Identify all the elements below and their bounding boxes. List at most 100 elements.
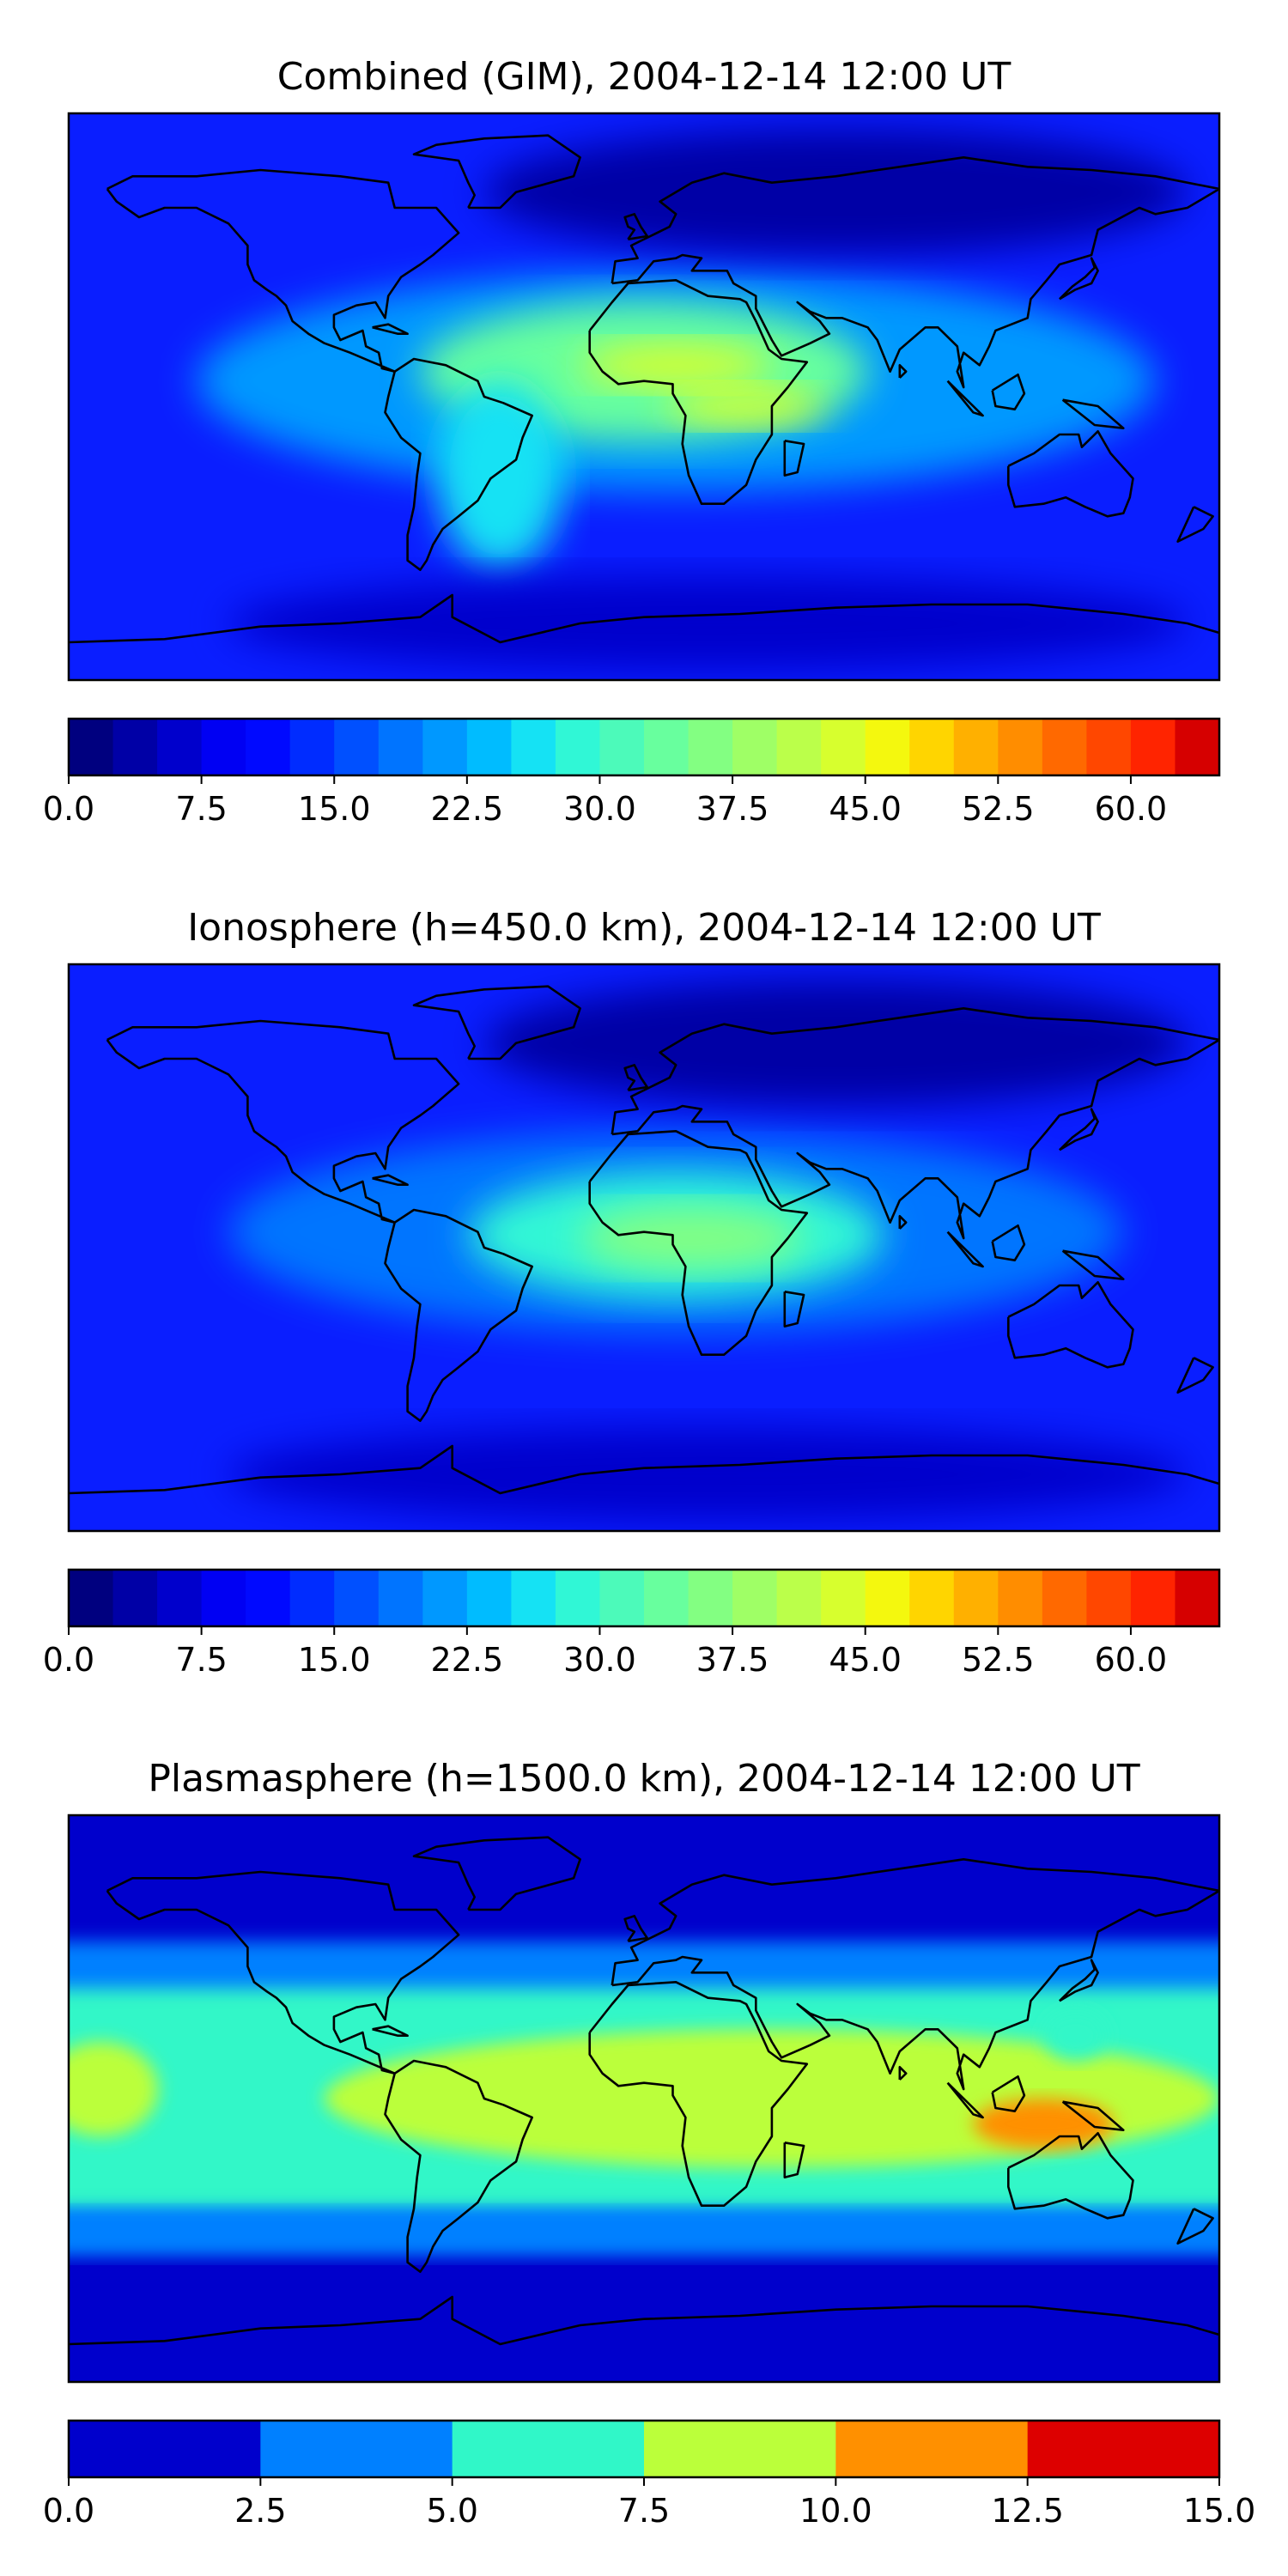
coastline-borneo: [991, 2075, 1026, 2112]
field-feature: [436, 380, 564, 570]
colorbar-segment: [201, 719, 246, 775]
colorbar-segment: [821, 1570, 866, 1626]
colorbar-segment: [289, 1570, 335, 1626]
colorbar-ticks: 0.0 2.5 5.0 7.5 10.0 12.5 15.0: [43, 2477, 1256, 2530]
colorbar-segment: [599, 719, 645, 775]
colorbar-segment: [260, 2421, 453, 2477]
coastline-new-guinea: [1061, 398, 1125, 429]
coastline-madagascar: [783, 2142, 805, 2178]
coastline-sumatra: [946, 2081, 984, 2119]
coastline-japan: [1058, 257, 1099, 301]
panel-ionosphere: Ionosphere (h=450.0 km), 2004-12-14 12:0…: [43, 906, 1221, 1679]
coastline-cuba: [372, 323, 409, 335]
coastline-new-zealand: [1176, 2208, 1214, 2245]
colorbar-segment: [69, 719, 114, 775]
colorbar-segment: [112, 1570, 158, 1626]
coastline-layer: [69, 134, 1219, 644]
tick-label: 45.0: [829, 790, 902, 828]
colorbar-segment: [452, 2421, 645, 2477]
coastline-north-america: [106, 1019, 460, 1224]
tick-label: 7.5: [175, 790, 227, 828]
field-feature: [483, 129, 1188, 255]
tick-label: 2.5: [234, 2492, 286, 2530]
tick-label: 0.0: [43, 1641, 94, 1679]
coastline-greenland: [412, 134, 581, 210]
colorbar-segment: [69, 2421, 261, 2477]
colorbar-segment: [555, 719, 601, 775]
colorbar-segment: [334, 719, 380, 775]
colorbar-segment: [555, 1570, 601, 1626]
tick-label: 5.0: [426, 2492, 477, 2530]
coastline-layer: [69, 1836, 1219, 2346]
field-layer: [69, 1941, 1219, 2257]
colorbar-segment: [378, 1570, 423, 1626]
colorbar-segment: [1175, 719, 1220, 775]
colorbar-segment: [835, 2421, 1029, 2477]
colorbar-segment: [732, 1570, 778, 1626]
colorbar-segment: [289, 719, 335, 775]
tick-label: 52.5: [962, 1641, 1035, 1679]
colorbar-segment: [644, 1570, 690, 1626]
coastline-greenland: [412, 985, 581, 1060]
colorbar-segment: [157, 719, 203, 775]
tick-label: 15.0: [1183, 2492, 1256, 2530]
coastline-great-britain: [623, 1915, 648, 1942]
colorbar-segment: [422, 1570, 468, 1626]
field-feature: [483, 980, 1188, 1106]
colorbar-segment: [378, 719, 423, 775]
coastline-layer: [69, 985, 1219, 1495]
colorbar-frame: [67, 1568, 1221, 1628]
tick-label: 15.0: [298, 790, 371, 828]
colorbar-segment: [157, 1570, 203, 1626]
field-layer: [196, 129, 1188, 671]
coastline-cuba: [372, 2025, 409, 2037]
coastline-great-britain: [623, 1064, 648, 1091]
colorbar-segment: [1130, 719, 1176, 775]
colorbar-plasmasphere: [67, 2419, 1221, 2479]
colorbar-segment: [644, 719, 690, 775]
field-feature: [1043, 2010, 1108, 2062]
coastline-australia: [1007, 2132, 1134, 2220]
colorbar-ticks: 0.0 7.5 15.0 22.5 30.0 37.5 45.0 52.5 60.0: [43, 1626, 1167, 1679]
panel-title: Ionosphere (h=450.0 km), 2004-12-14 12:0…: [187, 906, 1101, 950]
colorbar-segment: [1086, 719, 1132, 775]
panel-combined: Combined (GIM), 2004-12-14 12:00 UT 0.0 7…: [43, 55, 1221, 828]
colorbar-segment: [1042, 1570, 1087, 1626]
field-feature: [228, 1427, 1188, 1522]
coastline-sri-lanka: [898, 1215, 908, 1230]
colorbar-segment: [422, 719, 468, 775]
field-layer: [228, 980, 1188, 1522]
coastline-south-america: [384, 2059, 533, 2273]
colorbar-segment: [732, 719, 778, 775]
colorbar-segment: [776, 719, 822, 775]
tick-label: 52.5: [962, 790, 1035, 828]
coastline-eurasia: [611, 1007, 1219, 1240]
coastline-borneo: [991, 1224, 1026, 1261]
coastline-north-america: [106, 168, 460, 373]
heatmap-combined: [69, 113, 1219, 680]
coastline-africa: [588, 1130, 809, 1356]
colorbar-segment: [865, 719, 910, 775]
tick-label: 60.0: [1095, 790, 1168, 828]
field-feature: [580, 343, 772, 388]
colorbar-frame: [67, 717, 1221, 777]
tick-label: 30.0: [563, 790, 636, 828]
colorbar-segment: [865, 1570, 910, 1626]
colorbar-segment: [246, 1570, 291, 1626]
coastline-new-guinea: [1061, 2100, 1125, 2131]
coastline-sumatra: [946, 380, 984, 417]
colorbar-segment: [688, 719, 733, 775]
coastline-japan: [1058, 1959, 1099, 2002]
field-band: [69, 2212, 1219, 2257]
coastline-eurasia: [611, 1858, 1219, 2091]
tick-label: 15.0: [298, 1641, 371, 1679]
colorbar-segment: [909, 1570, 955, 1626]
coastline-cuba: [372, 1174, 409, 1186]
map-frame: [67, 963, 1221, 1533]
coastline-japan: [1058, 1108, 1099, 1151]
field-feature: [666, 387, 827, 425]
coastline-sri-lanka: [898, 364, 908, 379]
coastline-new-zealand: [1176, 1357, 1214, 1394]
coastline-south-america: [384, 1208, 533, 1422]
